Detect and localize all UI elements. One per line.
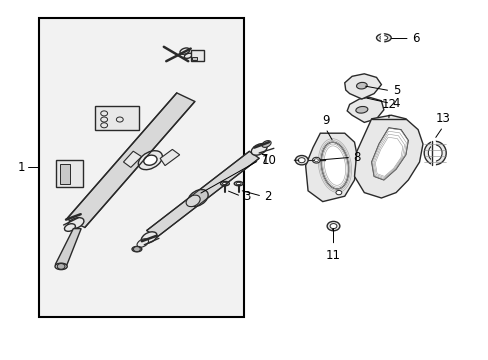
Text: 9: 9 <box>321 114 329 127</box>
Ellipse shape <box>262 141 270 147</box>
Circle shape <box>335 190 341 195</box>
Bar <box>56 160 83 187</box>
Text: 5: 5 <box>392 84 399 97</box>
Polygon shape <box>123 151 142 167</box>
Ellipse shape <box>67 217 84 229</box>
Text: 4: 4 <box>392 97 399 110</box>
Ellipse shape <box>132 247 142 252</box>
Ellipse shape <box>187 189 208 207</box>
Circle shape <box>312 157 320 163</box>
Ellipse shape <box>379 36 387 40</box>
Ellipse shape <box>236 183 241 185</box>
Text: 7: 7 <box>261 153 268 166</box>
Ellipse shape <box>55 263 67 270</box>
Ellipse shape <box>234 181 243 186</box>
Ellipse shape <box>220 181 229 186</box>
Ellipse shape <box>424 141 446 165</box>
Polygon shape <box>344 74 381 99</box>
Polygon shape <box>146 151 259 238</box>
Ellipse shape <box>186 195 200 207</box>
Bar <box>39 18 244 317</box>
Text: 8: 8 <box>352 151 360 164</box>
Polygon shape <box>305 133 356 202</box>
Polygon shape <box>66 93 195 228</box>
Text: 13: 13 <box>435 112 449 125</box>
Circle shape <box>57 264 65 269</box>
Ellipse shape <box>355 107 367 113</box>
Ellipse shape <box>427 145 441 161</box>
Circle shape <box>133 247 140 252</box>
Text: 6: 6 <box>411 32 419 45</box>
Ellipse shape <box>143 155 157 165</box>
Circle shape <box>308 156 320 165</box>
Polygon shape <box>160 149 180 166</box>
Bar <box>192 57 197 60</box>
Ellipse shape <box>180 48 189 54</box>
Ellipse shape <box>251 144 266 155</box>
Ellipse shape <box>222 183 227 185</box>
Text: 3: 3 <box>243 190 250 203</box>
Ellipse shape <box>376 34 390 42</box>
Ellipse shape <box>356 82 366 89</box>
Polygon shape <box>371 128 407 180</box>
Text: 12: 12 <box>381 98 396 111</box>
Circle shape <box>326 221 339 231</box>
Circle shape <box>295 156 307 165</box>
Ellipse shape <box>141 232 157 243</box>
Bar <box>95 106 139 130</box>
Text: 1: 1 <box>18 161 25 174</box>
Polygon shape <box>354 115 422 198</box>
Bar <box>60 164 70 184</box>
Ellipse shape <box>138 151 162 170</box>
Text: 2: 2 <box>264 190 271 203</box>
Ellipse shape <box>321 142 348 189</box>
Polygon shape <box>346 97 383 122</box>
Ellipse shape <box>64 224 75 231</box>
Text: 11: 11 <box>325 249 340 262</box>
Circle shape <box>298 158 305 163</box>
Polygon shape <box>55 229 81 265</box>
Circle shape <box>314 159 318 162</box>
Ellipse shape <box>184 53 192 58</box>
Circle shape <box>311 158 317 162</box>
Circle shape <box>329 224 336 229</box>
Bar <box>190 50 204 61</box>
Text: 10: 10 <box>261 154 276 167</box>
Ellipse shape <box>137 239 148 247</box>
